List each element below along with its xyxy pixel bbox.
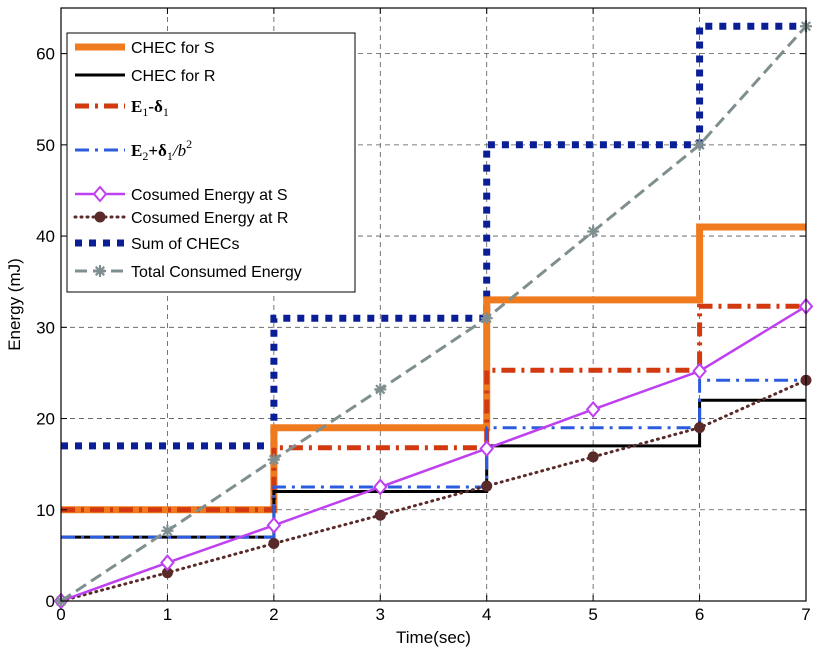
legend-entry: Sum of CHECs (75, 236, 239, 253)
x-tick-label: 6 (695, 605, 704, 624)
series-4-line (60, 305, 807, 603)
series-5-point (694, 422, 706, 434)
y-tick-label: 50 (36, 136, 55, 155)
series-layer (53, 20, 814, 610)
x-axis-label: Time(sec) (396, 628, 471, 647)
series-4-point (585, 400, 601, 418)
y-tick-label: 40 (36, 227, 55, 246)
legend-entry: E2+δ1/b2 (75, 137, 192, 163)
series-7-point (267, 453, 280, 466)
y-tick-label: 0 (46, 592, 55, 611)
series-5-line (59, 378, 808, 603)
legend-marker (92, 185, 108, 203)
series-4-point (160, 554, 175, 572)
y-tick-label: 20 (36, 410, 55, 429)
legend-entry: CHEC for S (75, 40, 215, 57)
legend-label-part: 1 (163, 105, 169, 119)
legend-label-part: E (131, 141, 142, 160)
legend-entry: Cosumed Energy at R (73, 210, 288, 227)
series-4-point (479, 440, 495, 458)
legend-label-part: -δ (148, 97, 163, 116)
legend-label-part: 2 (186, 137, 192, 151)
y-tick-label: 60 (36, 45, 55, 64)
legend-label: E1-δ1 (131, 97, 169, 119)
legend-label: Cosumed Energy at R (131, 210, 288, 227)
series-5-point (268, 538, 280, 550)
x-tick-label: 3 (376, 605, 385, 624)
x-tick-label: 7 (801, 605, 810, 624)
series-4-point (266, 516, 282, 534)
y-tick-label: 30 (36, 318, 55, 337)
series-3-line (61, 378, 806, 539)
legend-label: E2+δ1/b2 (131, 137, 192, 163)
series-3 (61, 378, 806, 539)
series-7-point (693, 138, 706, 151)
legend-label-part: 1 (167, 149, 173, 163)
plot-frame (60, 7, 807, 602)
x-tick-label: 2 (269, 605, 278, 624)
legend-marker (94, 265, 106, 277)
grid (61, 8, 806, 601)
y-axis-label: Energy (mJ) (5, 258, 24, 351)
legend-label: Cosumed Energy at S (131, 187, 288, 204)
series-5-point (481, 480, 493, 492)
legend-marker (94, 211, 106, 223)
series-7-point (374, 383, 387, 396)
legend-label-part: 2 (142, 149, 148, 163)
series-7-point (587, 225, 600, 238)
legend-entry: E1-δ1 (75, 97, 169, 119)
legend-label-part: E (131, 97, 142, 116)
series-6 (61, 22, 806, 450)
x-tick-label: 5 (588, 605, 597, 624)
x-tick-label: 1 (163, 605, 172, 624)
series-6-line (61, 22, 806, 450)
series-7-line (60, 25, 808, 603)
legend-entry: Cosumed Energy at S (75, 185, 288, 204)
series-4-point (692, 362, 707, 380)
legend-label: Sum of CHECs (131, 236, 239, 253)
series-7-point (161, 524, 174, 537)
series-7-point (480, 312, 493, 325)
series-5-point (587, 451, 599, 463)
legend-label: Total Consumed Energy (131, 264, 302, 281)
legend-label-part: +δ (148, 141, 167, 160)
legend-label-part: 1 (142, 105, 148, 119)
legend-label: CHEC for S (131, 40, 215, 57)
legend-entry: Total Consumed Energy (75, 264, 302, 281)
legend-entry: CHEC for R (75, 68, 215, 85)
legend-label: CHEC for R (131, 68, 215, 85)
legend-label-part: /b (172, 141, 186, 160)
x-tick-label: 4 (482, 605, 491, 624)
series-5-point (374, 509, 386, 521)
series-4-point (372, 478, 388, 496)
x-tick-label: 0 (56, 605, 65, 624)
y-tick-label: 10 (36, 501, 55, 520)
